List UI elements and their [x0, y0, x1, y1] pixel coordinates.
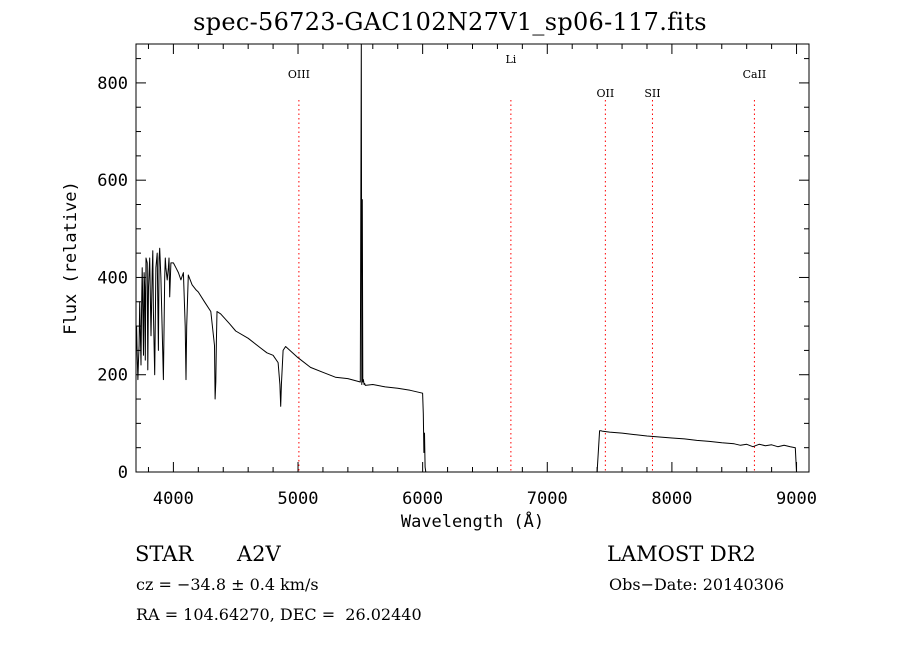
- line-label-sii: SII: [644, 87, 660, 100]
- y-tick-label: 200: [97, 366, 128, 386]
- chart-title: spec-56723-GAC102N27V1_sp06-117.fits: [193, 8, 707, 36]
- spectrum-series-line: [135, 43, 797, 473]
- x-tick-label: 6000: [402, 489, 443, 509]
- x-tick-label: 8000: [651, 489, 692, 509]
- y-tick-label: 800: [97, 74, 128, 94]
- coordinates: RA = 104.64270, DEC = 26.02440: [136, 605, 422, 624]
- line-label-oii: OII: [596, 87, 614, 100]
- plot-frame: [135, 43, 810, 473]
- redshift-velocity: cz = −34.8 ± 0.4 km/s: [136, 575, 319, 594]
- x-axis-label: Wavelength (Å): [401, 510, 544, 532]
- object-subclass: A2V: [237, 542, 281, 566]
- line-label-li: Li: [505, 53, 516, 66]
- survey-name: LAMOST DR2: [607, 542, 756, 566]
- x-tick-label: 4000: [153, 489, 194, 509]
- y-tick-label: 600: [97, 171, 128, 191]
- x-tick-label: 9000: [776, 489, 817, 509]
- x-tick-label: 7000: [527, 489, 568, 509]
- line-label-caii: CaII: [743, 68, 767, 81]
- y-tick-label: 0: [118, 463, 128, 483]
- y-axis-label: Flux (relative): [61, 181, 81, 335]
- x-tick-label: 5000: [278, 489, 319, 509]
- line-label-oiii: OIII: [288, 68, 310, 81]
- object-class: STAR: [135, 542, 194, 566]
- observation-date: Obs−Date: 20140306: [609, 575, 785, 594]
- y-tick-label: 400: [97, 268, 128, 288]
